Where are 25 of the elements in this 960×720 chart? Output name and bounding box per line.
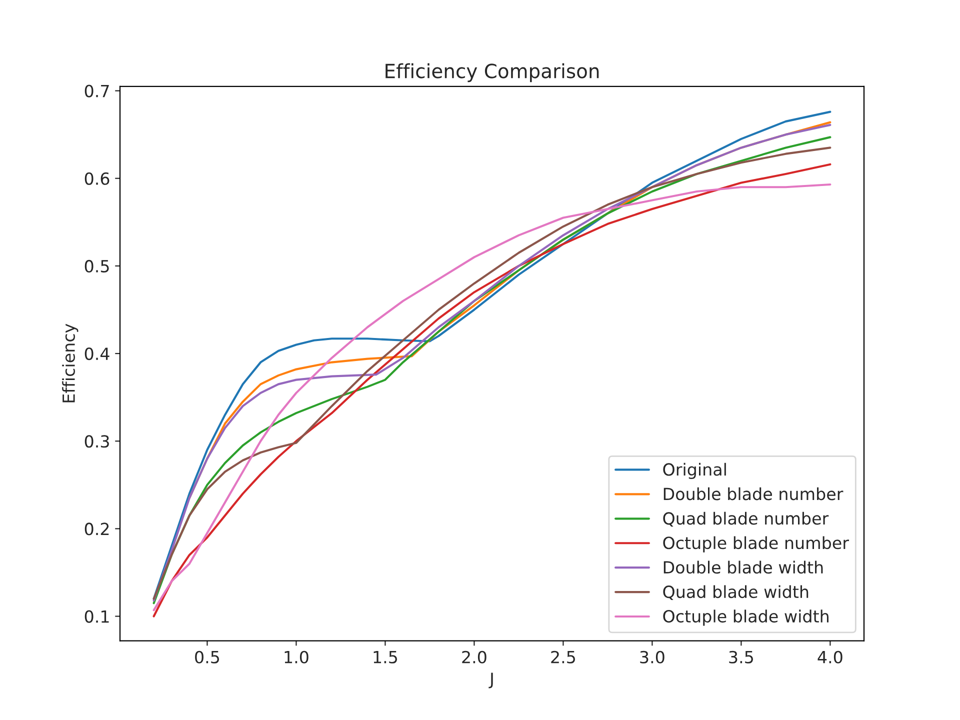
legend-label: Octuple blade number xyxy=(663,536,849,552)
y-axis-title: Efficiency xyxy=(62,324,78,402)
x-tick-label: 1.0 xyxy=(284,650,308,664)
x-tick-label: 2.5 xyxy=(551,650,575,664)
y-tick-label: 0.1 xyxy=(84,610,109,623)
x-tick-label: 3.5 xyxy=(729,650,753,664)
x-tick-label: 4.0 xyxy=(818,650,842,664)
legend-label: Quad blade number xyxy=(663,512,829,527)
y-tick-label: 0.7 xyxy=(84,84,109,98)
x-tick-label: 0.5 xyxy=(195,650,220,664)
x-tick-label: 2.0 xyxy=(462,650,486,664)
legend-label: Original xyxy=(663,462,726,480)
chart-title: Efficiency Comparison xyxy=(386,63,599,82)
legend-label: Double blade width xyxy=(664,560,823,574)
y-tick-label: 0.5 xyxy=(84,260,109,273)
y-tick-label: 0.2 xyxy=(84,522,109,536)
y-tick-label: 0.4 xyxy=(84,347,110,360)
x-tick-label: 3.0 xyxy=(640,650,664,664)
legend-label: Octuple blade width xyxy=(663,610,828,626)
legend-label: Quad blade width xyxy=(663,585,808,600)
x-axis-title: J xyxy=(488,672,493,688)
x-tick-label: 1.5 xyxy=(374,651,398,664)
y-tick-label: 0.3 xyxy=(84,435,109,448)
legend-label: Double blade number xyxy=(664,487,844,500)
y-tick-label: 0.6 xyxy=(84,172,110,185)
